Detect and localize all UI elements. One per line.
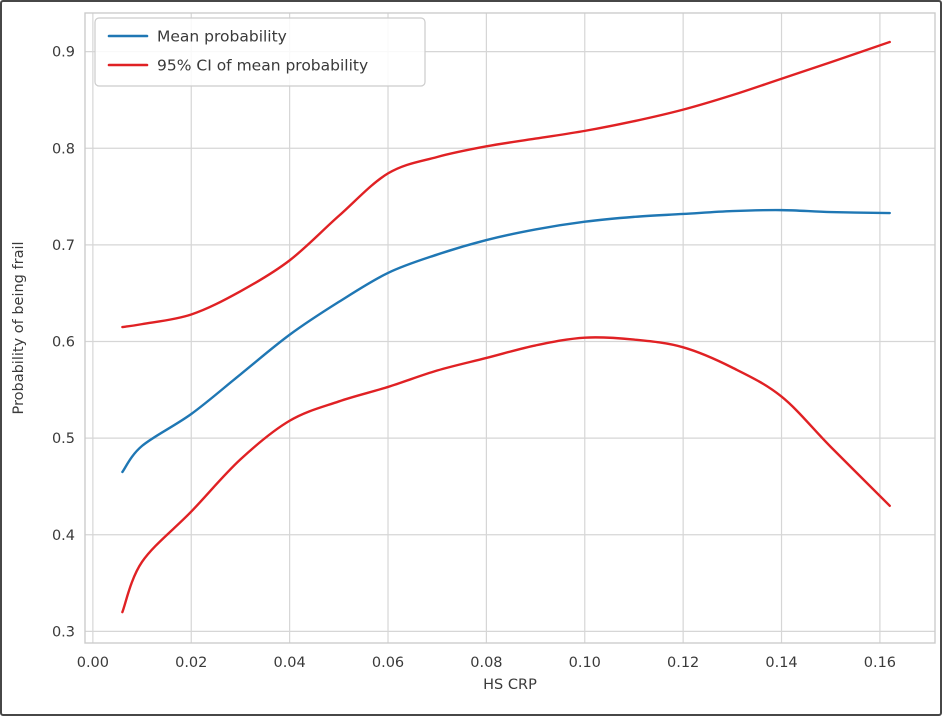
- y-tick-label: 0.4: [52, 528, 75, 544]
- y-tick-label: 0.5: [52, 431, 75, 447]
- x-tick-label: 0.02: [175, 655, 207, 671]
- x-axis-label: HS CRP: [483, 677, 537, 693]
- x-tick-label: 0.08: [470, 655, 502, 671]
- ci-lower-line: [121, 336, 891, 614]
- legend-box: [94, 17, 426, 87]
- y-tick-label: 0.8: [52, 141, 75, 157]
- x-tick-label: 0.16: [864, 655, 896, 671]
- legend-label-0: Mean probability: [157, 28, 287, 46]
- y-tick-label: 0.3: [52, 624, 75, 640]
- x-tick-label: 0.00: [77, 655, 109, 671]
- y-axis-label: Probability of being frail: [11, 241, 27, 414]
- plot-border: [84, 12, 936, 644]
- x-tick-label: 0.06: [372, 655, 404, 671]
- y-tick-label: 0.6: [52, 335, 75, 351]
- x-tick-label: 0.10: [569, 655, 601, 671]
- mean-probability-line: [121, 208, 891, 474]
- y-tick-label: 0.7: [52, 238, 75, 254]
- x-tick-label: 0.04: [273, 655, 305, 671]
- x-tick-label: 0.12: [667, 655, 699, 671]
- y-tick-label: 0.9: [52, 45, 75, 61]
- ci-upper-line: [121, 40, 891, 329]
- x-tick-label: 0.14: [765, 655, 797, 671]
- legend-label-1: 95% CI of mean probability: [157, 57, 368, 75]
